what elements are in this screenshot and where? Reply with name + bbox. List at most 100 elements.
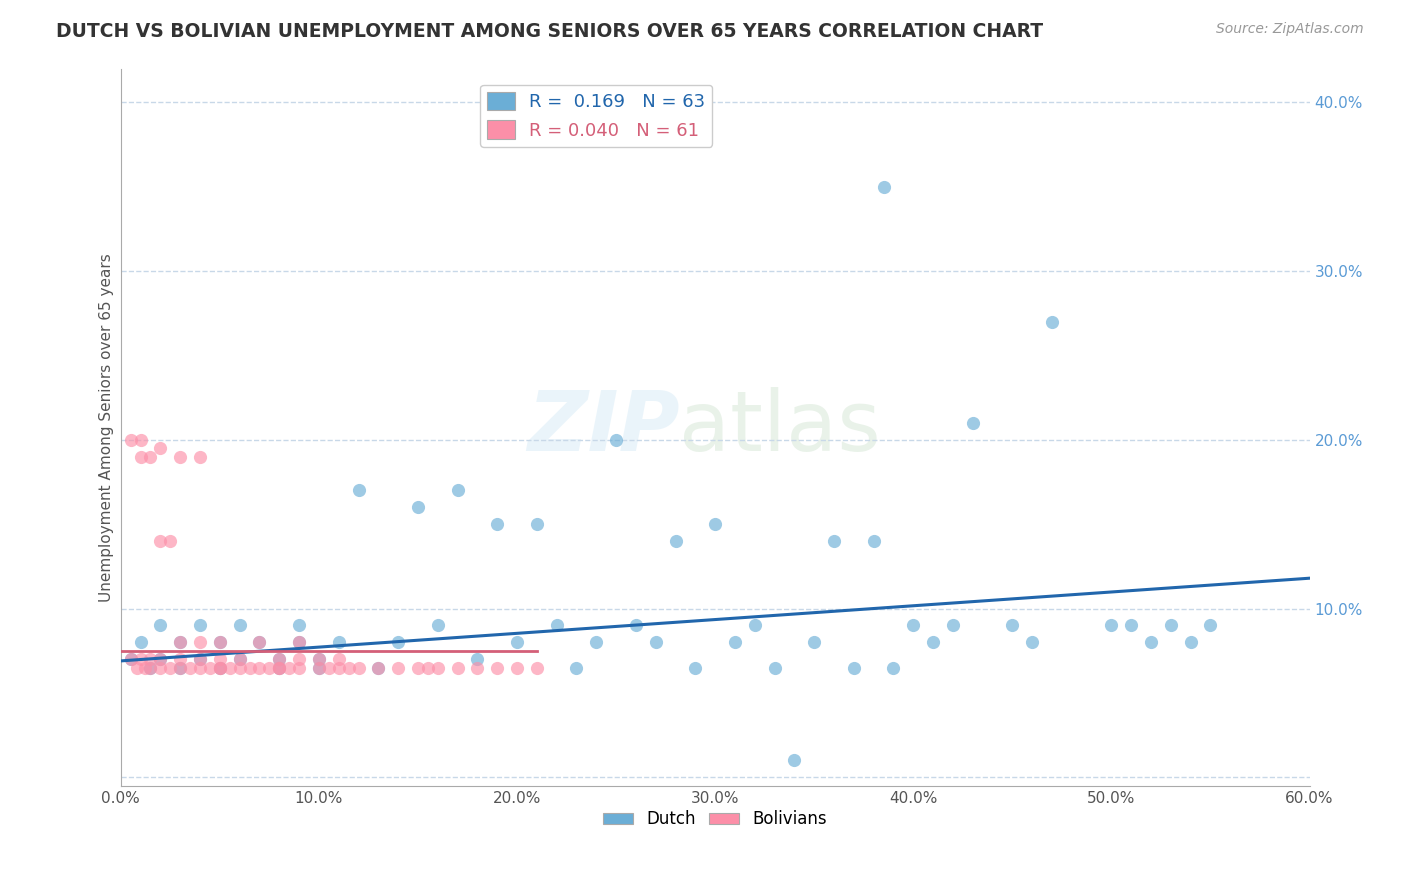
Text: ZIP: ZIP [527, 386, 679, 467]
Point [179, 660, 201, 674]
Point [139, 652, 162, 666]
Point [903, 618, 925, 632]
Point [159, 534, 181, 549]
Point [169, 660, 191, 674]
Point [269, 660, 291, 674]
Point [872, 179, 894, 194]
Point [269, 660, 291, 674]
Point [308, 660, 330, 674]
Point [129, 450, 152, 464]
Point [208, 660, 231, 674]
Point [486, 517, 509, 532]
Point [308, 660, 330, 674]
Point [169, 635, 191, 649]
Point [426, 618, 449, 632]
Point [1121, 618, 1143, 632]
Point [149, 618, 172, 632]
Point [269, 652, 291, 666]
Point [526, 660, 548, 674]
Point [467, 660, 489, 674]
Point [159, 660, 181, 674]
Point [1140, 635, 1163, 649]
Point [1021, 635, 1043, 649]
Point [506, 660, 529, 674]
Point [139, 660, 162, 674]
Point [120, 652, 142, 666]
Point [1160, 618, 1182, 632]
Point [823, 534, 845, 549]
Point [269, 652, 291, 666]
Point [228, 652, 250, 666]
Point [624, 618, 647, 632]
Legend: Dutch, Bolivians: Dutch, Bolivians [596, 804, 834, 835]
Point [249, 660, 271, 674]
Point [704, 517, 727, 532]
Point [367, 660, 389, 674]
Point [139, 660, 162, 674]
Point [446, 660, 468, 674]
Point [367, 660, 389, 674]
Point [208, 660, 231, 674]
Point [188, 450, 211, 464]
Point [149, 442, 172, 456]
Point [259, 660, 281, 674]
Point [486, 660, 509, 674]
Point [188, 652, 211, 666]
Point [149, 652, 172, 666]
Point [120, 433, 142, 447]
Point [249, 635, 271, 649]
Point [228, 652, 250, 666]
Point [328, 652, 350, 666]
Point [188, 652, 211, 666]
Text: DUTCH VS BOLIVIAN UNEMPLOYMENT AMONG SENIORS OVER 65 YEARS CORRELATION CHART: DUTCH VS BOLIVIAN UNEMPLOYMENT AMONG SEN… [56, 22, 1043, 41]
Y-axis label: Unemployment Among Seniors over 65 years: Unemployment Among Seniors over 65 years [100, 252, 114, 601]
Point [169, 652, 191, 666]
Point [585, 635, 607, 649]
Text: Source: ZipAtlas.com: Source: ZipAtlas.com [1216, 22, 1364, 37]
Point [208, 635, 231, 649]
Point [387, 660, 409, 674]
Point [169, 660, 191, 674]
Point [288, 635, 311, 649]
Point [406, 500, 429, 515]
Point [129, 635, 152, 649]
Point [347, 660, 370, 674]
Point [605, 433, 627, 447]
Point [744, 618, 766, 632]
Point [169, 450, 191, 464]
Point [278, 660, 301, 674]
Point [149, 652, 172, 666]
Point [506, 635, 529, 649]
Point [803, 635, 825, 649]
Point [546, 618, 568, 632]
Point [288, 618, 311, 632]
Point [1199, 618, 1222, 632]
Point [942, 618, 965, 632]
Point [134, 660, 156, 674]
Point [149, 660, 172, 674]
Point [406, 660, 429, 674]
Point [347, 483, 370, 498]
Point [446, 483, 468, 498]
Point [724, 635, 747, 649]
Text: atlas: atlas [679, 386, 882, 467]
Point [664, 534, 686, 549]
Point [208, 660, 231, 674]
Point [685, 660, 707, 674]
Point [120, 652, 142, 666]
Point [249, 635, 271, 649]
Point [565, 660, 588, 674]
Point [328, 635, 350, 649]
Point [188, 660, 211, 674]
Point [238, 660, 260, 674]
Point [228, 618, 250, 632]
Point [288, 652, 311, 666]
Point [169, 635, 191, 649]
Point [644, 635, 666, 649]
Point [129, 433, 152, 447]
Point [862, 534, 884, 549]
Point [1099, 618, 1122, 632]
Point [288, 635, 311, 649]
Point [318, 660, 340, 674]
Point [208, 652, 231, 666]
